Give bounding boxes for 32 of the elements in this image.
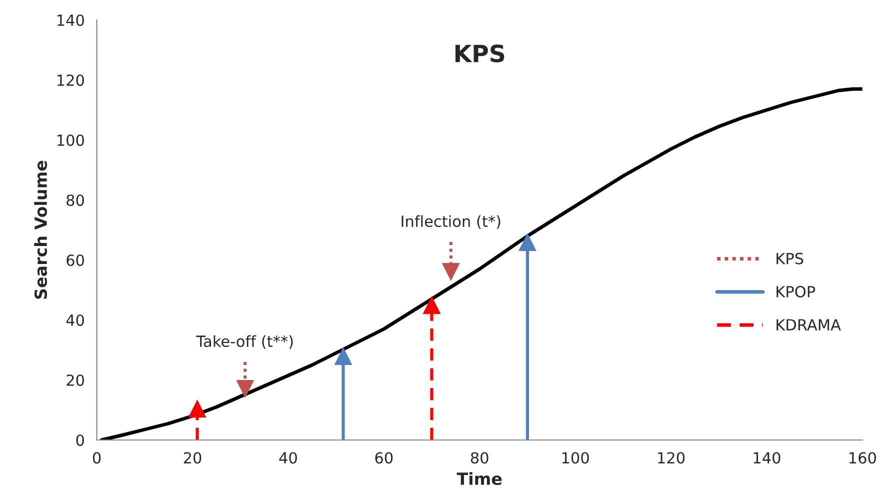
x-tick-label: 100 <box>562 452 589 464</box>
y-axis-title: Search Volume <box>34 160 48 299</box>
x-tick-label: 20 <box>184 452 202 464</box>
legend-label: KPOP <box>776 286 816 298</box>
point <box>188 399 206 418</box>
annotation: Inflection (t*) <box>402 215 500 229</box>
point <box>442 262 460 282</box>
y-tick-label: 120 <box>58 74 84 86</box>
y-tick-label: 80 <box>66 194 84 206</box>
y-tick-label: 100 <box>58 134 84 146</box>
point <box>422 296 441 314</box>
x-tick-label: 0 <box>92 452 101 464</box>
x-tick-label: 120 <box>658 452 685 464</box>
x-tick-label: 80 <box>470 452 488 464</box>
y-tick-label: 20 <box>66 374 84 386</box>
y-tick-label: 140 <box>58 14 84 26</box>
x-tick-label: 140 <box>754 452 780 464</box>
annotation: Take-off (t**) <box>196 335 293 349</box>
text: KPS <box>455 44 504 62</box>
point <box>236 380 254 398</box>
x-tick-label: 60 <box>375 452 393 464</box>
point <box>334 346 352 366</box>
legend-label: KPS <box>776 252 804 264</box>
y-tick-label: 0 <box>76 434 84 446</box>
y-tick-label: 60 <box>66 254 84 266</box>
x-axis-title: Time <box>456 472 502 486</box>
line-series <box>100 87 862 440</box>
legend-label: KDRAMA <box>776 319 841 330</box>
x-tick-label: 40 <box>279 452 297 464</box>
x-tick-label: 160 <box>849 452 876 464</box>
point <box>518 232 536 252</box>
y-tick-label: 40 <box>66 314 84 326</box>
